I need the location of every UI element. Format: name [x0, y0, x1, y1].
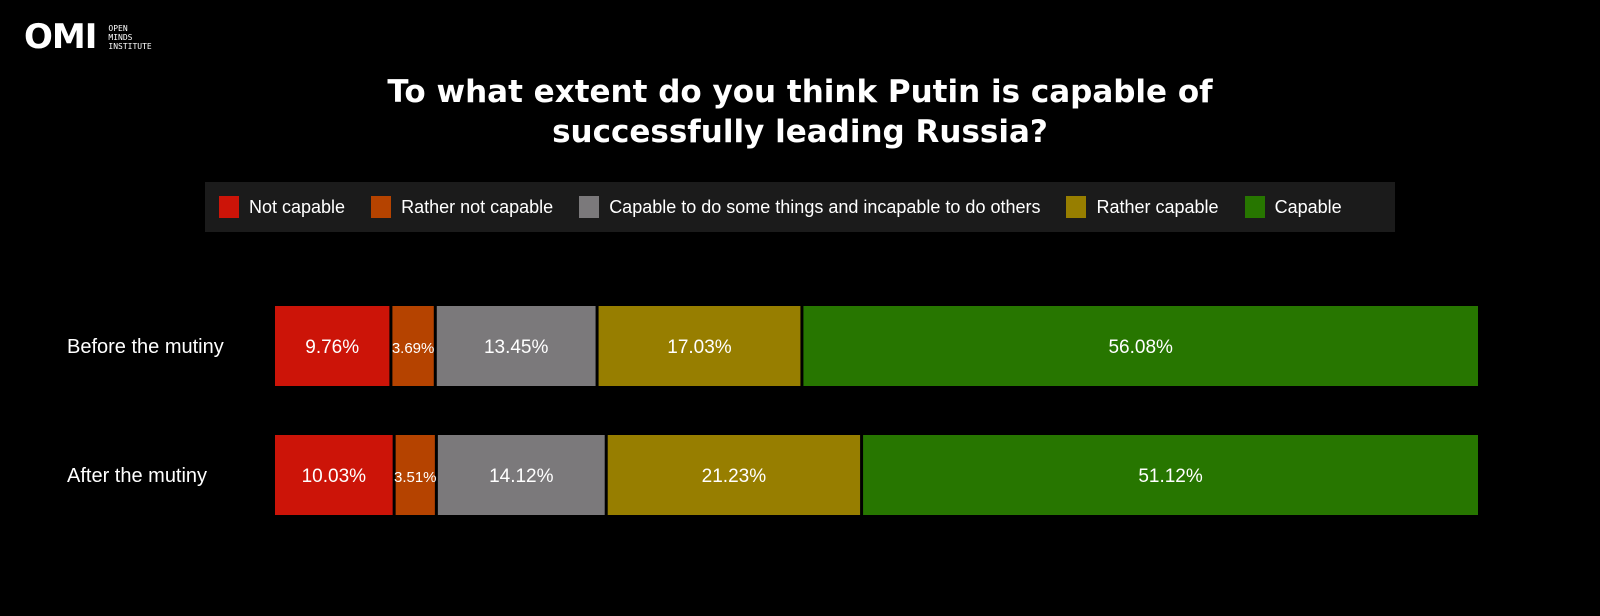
- bar-segment: [803, 306, 1478, 386]
- legend-swatch: [1066, 196, 1087, 218]
- data-label: 9.76%: [305, 337, 359, 358]
- bar-segment: [275, 435, 393, 515]
- legend-label: Capable to do some things and incapable …: [609, 196, 1041, 217]
- legend-item: Not capable: [219, 196, 345, 218]
- logo: OMI OPEN MINDS INSTITUTE: [24, 20, 152, 54]
- data-label: 13.45%: [484, 337, 549, 358]
- bar-segment: [863, 435, 1478, 515]
- chart-title-line-1: To what extent do you think Putin is cap…: [387, 74, 1213, 110]
- logo-line: OPEN: [108, 23, 128, 33]
- data-label: 17.03%: [667, 337, 732, 358]
- category-label: After the mutiny: [67, 465, 207, 487]
- legend-item: Capable to do some things and incapable …: [579, 196, 1040, 218]
- logo-line: MINDS: [108, 32, 133, 42]
- category-label: Before the mutiny: [67, 336, 224, 358]
- chart-title: To what extent do you think Putin is cap…: [0, 72, 1600, 152]
- data-label: 56.08%: [1108, 337, 1173, 358]
- logo-subtitle: OPEN MINDS INSTITUTE: [108, 24, 151, 51]
- bar-segment: [395, 435, 435, 515]
- chart-title-line-2: successfully leading Russia?: [552, 114, 1048, 150]
- bar-segment: [392, 306, 434, 386]
- data-label: 10.03%: [302, 466, 367, 487]
- data-label: 3.51%: [394, 469, 437, 486]
- legend-label: Capable: [1274, 196, 1342, 217]
- legend-item: Rather capable: [1066, 196, 1219, 218]
- data-label: 3.69%: [392, 340, 435, 357]
- legend-swatch: [371, 196, 392, 218]
- legend: Not capable Rather not capable Capable t…: [205, 182, 1395, 232]
- legend-label: Rather capable: [1096, 196, 1219, 217]
- logo-word: OMI: [24, 17, 97, 57]
- legend-swatch: [579, 196, 600, 218]
- logo-line: INSTITUTE: [108, 41, 152, 51]
- bar-segment: [598, 306, 801, 386]
- legend-swatch: [1244, 196, 1265, 218]
- data-label: 21.23%: [702, 466, 767, 487]
- legend-label: Rather not capable: [401, 196, 554, 217]
- bar-segment: [275, 306, 390, 386]
- data-label: 51.12%: [1138, 466, 1203, 487]
- bar-segment: [607, 435, 861, 515]
- bar-segment: [437, 435, 605, 515]
- bar-segment: [436, 306, 596, 386]
- legend-item: Capable: [1244, 196, 1342, 218]
- legend-swatch: [219, 196, 239, 218]
- data-label: 14.12%: [489, 466, 554, 487]
- legend-label: Not capable: [249, 196, 346, 217]
- legend-item: Rather not capable: [371, 196, 553, 218]
